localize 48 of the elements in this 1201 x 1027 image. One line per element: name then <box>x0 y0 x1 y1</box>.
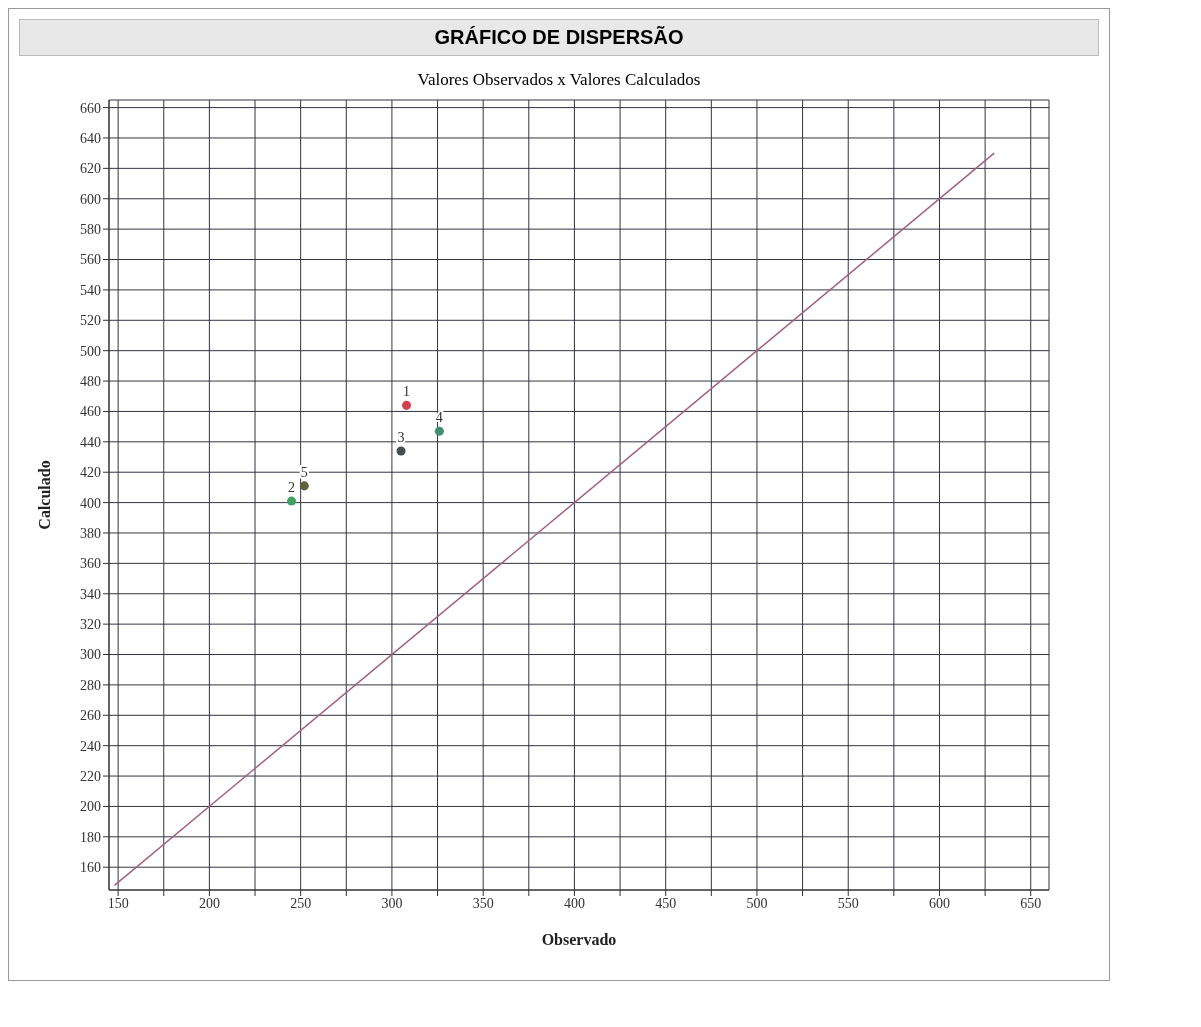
y-tick-label: 400 <box>80 495 101 511</box>
x-tick-label: 200 <box>198 895 220 911</box>
x-tick-label: 350 <box>472 895 494 911</box>
y-tick-label: 340 <box>80 586 101 602</box>
point <box>287 496 297 506</box>
x-tick-label: 250 <box>290 895 312 911</box>
x-tick-label: 500 <box>746 895 768 911</box>
x-tick-label: 400 <box>563 895 585 911</box>
x-tick-label: 300 <box>381 895 403 911</box>
y-tick-label: 440 <box>80 434 101 450</box>
y-tick-label: 560 <box>80 252 101 268</box>
y-tick-label: 300 <box>80 647 101 663</box>
y-tick-label: 160 <box>80 860 101 876</box>
x-tick-label: 650 <box>1020 895 1042 911</box>
annotation: 1 <box>403 384 411 400</box>
y-tick-label: 280 <box>80 677 101 693</box>
y-tick-label: 540 <box>80 282 101 298</box>
y-tick-label: 500 <box>80 343 101 359</box>
y-tick-label: 220 <box>80 769 101 785</box>
y-tick-label: 520 <box>80 313 101 329</box>
y-tick-label: 640 <box>80 130 101 146</box>
chart-subtitle: Valores Observados x Valores Calculados <box>416 70 702 90</box>
x-tick-label: 550 <box>837 895 859 911</box>
x-tick-label: 600 <box>928 895 950 911</box>
annotation: 2 <box>288 480 296 496</box>
y-tick-label: 620 <box>80 161 101 177</box>
y-tick-label: 240 <box>80 738 101 754</box>
y-tick-label: 460 <box>80 404 101 420</box>
y-tick-label: 660 <box>80 100 101 116</box>
y-tick-label: 180 <box>80 829 101 845</box>
x-axis-title: Observado <box>541 931 617 948</box>
chart-title: GRÁFICO DE DISPERSÃO <box>19 19 1099 56</box>
y-tick-label: 200 <box>80 799 101 815</box>
y-tick-label: 380 <box>80 525 101 541</box>
y-tick-label: 260 <box>80 708 101 724</box>
y-tick-label: 600 <box>80 191 101 207</box>
y-tick-label: 420 <box>80 465 101 481</box>
y-tick-label: 360 <box>80 556 101 572</box>
point <box>396 446 406 456</box>
x-tick-label: 150 <box>107 895 129 911</box>
point <box>299 481 309 491</box>
y-tick-label: 580 <box>80 222 101 238</box>
point <box>402 400 412 410</box>
y-axis-title: Calculado <box>35 460 53 530</box>
y-tick-label: 320 <box>80 617 101 633</box>
y-tick-label: 480 <box>80 374 101 390</box>
point <box>434 426 444 436</box>
x-tick-label: 450 <box>655 895 677 911</box>
